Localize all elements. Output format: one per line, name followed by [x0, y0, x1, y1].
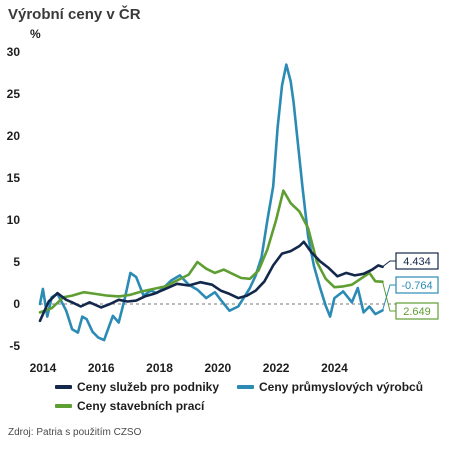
y-tick-label: 20 [7, 129, 21, 143]
y-tick-label: 5 [13, 255, 20, 269]
legend-swatch-construction [55, 404, 72, 408]
y-tick-label: 15 [7, 171, 21, 185]
x-tick-label: 2014 [30, 361, 57, 375]
legend-label-construction: Ceny stavebních prací [77, 399, 205, 413]
end-value-label-0: 4.434 [403, 256, 431, 268]
end-value-label-1: -0.764 [401, 280, 432, 292]
x-tick-label: 2016 [88, 361, 115, 375]
legend-swatch-services [55, 385, 72, 389]
end-label-leader-2 [382, 281, 396, 312]
series-line-0 [38, 240, 384, 323]
end-label-box-1 [395, 276, 439, 294]
y-tick-label: 30 [7, 45, 21, 59]
end-label-leader-0 [382, 260, 396, 268]
x-tick-label: 2018 [146, 361, 173, 375]
y-tick-label: 0 [13, 297, 20, 311]
end-value-label-2: 2.649 [403, 306, 431, 318]
y-axis-unit: % [30, 27, 41, 41]
chart-title: Výrobní ceny v ČR [8, 6, 141, 23]
source-note: Zdroj: Patria s použitím CZSO [8, 427, 142, 438]
legend-item-construction: Ceny stavebních prací [55, 399, 204, 413]
legend-item-services: Ceny služeb pro podniky [55, 380, 219, 394]
x-tick-label: 2020 [204, 361, 231, 375]
y-tick-label: -5 [9, 339, 20, 353]
end-label-leader-1 [382, 284, 396, 311]
end-label-box-0 [395, 252, 439, 270]
series-line-2 [38, 189, 384, 314]
legend-swatch-industrial [237, 385, 254, 389]
x-tick-label: 2022 [263, 361, 290, 375]
end-label-box-2 [395, 302, 439, 320]
legend-label-industrial: Ceny průmyslových výrobců [259, 380, 424, 394]
series-line-1 [38, 63, 384, 342]
legend-item-industrial: Ceny průmyslových výrobců [237, 380, 423, 394]
x-tick-label: 2024 [321, 361, 348, 375]
legend-label-services: Ceny služeb pro podniky [77, 380, 220, 394]
y-tick-label: 25 [7, 87, 21, 101]
y-tick-label: 10 [7, 213, 21, 227]
